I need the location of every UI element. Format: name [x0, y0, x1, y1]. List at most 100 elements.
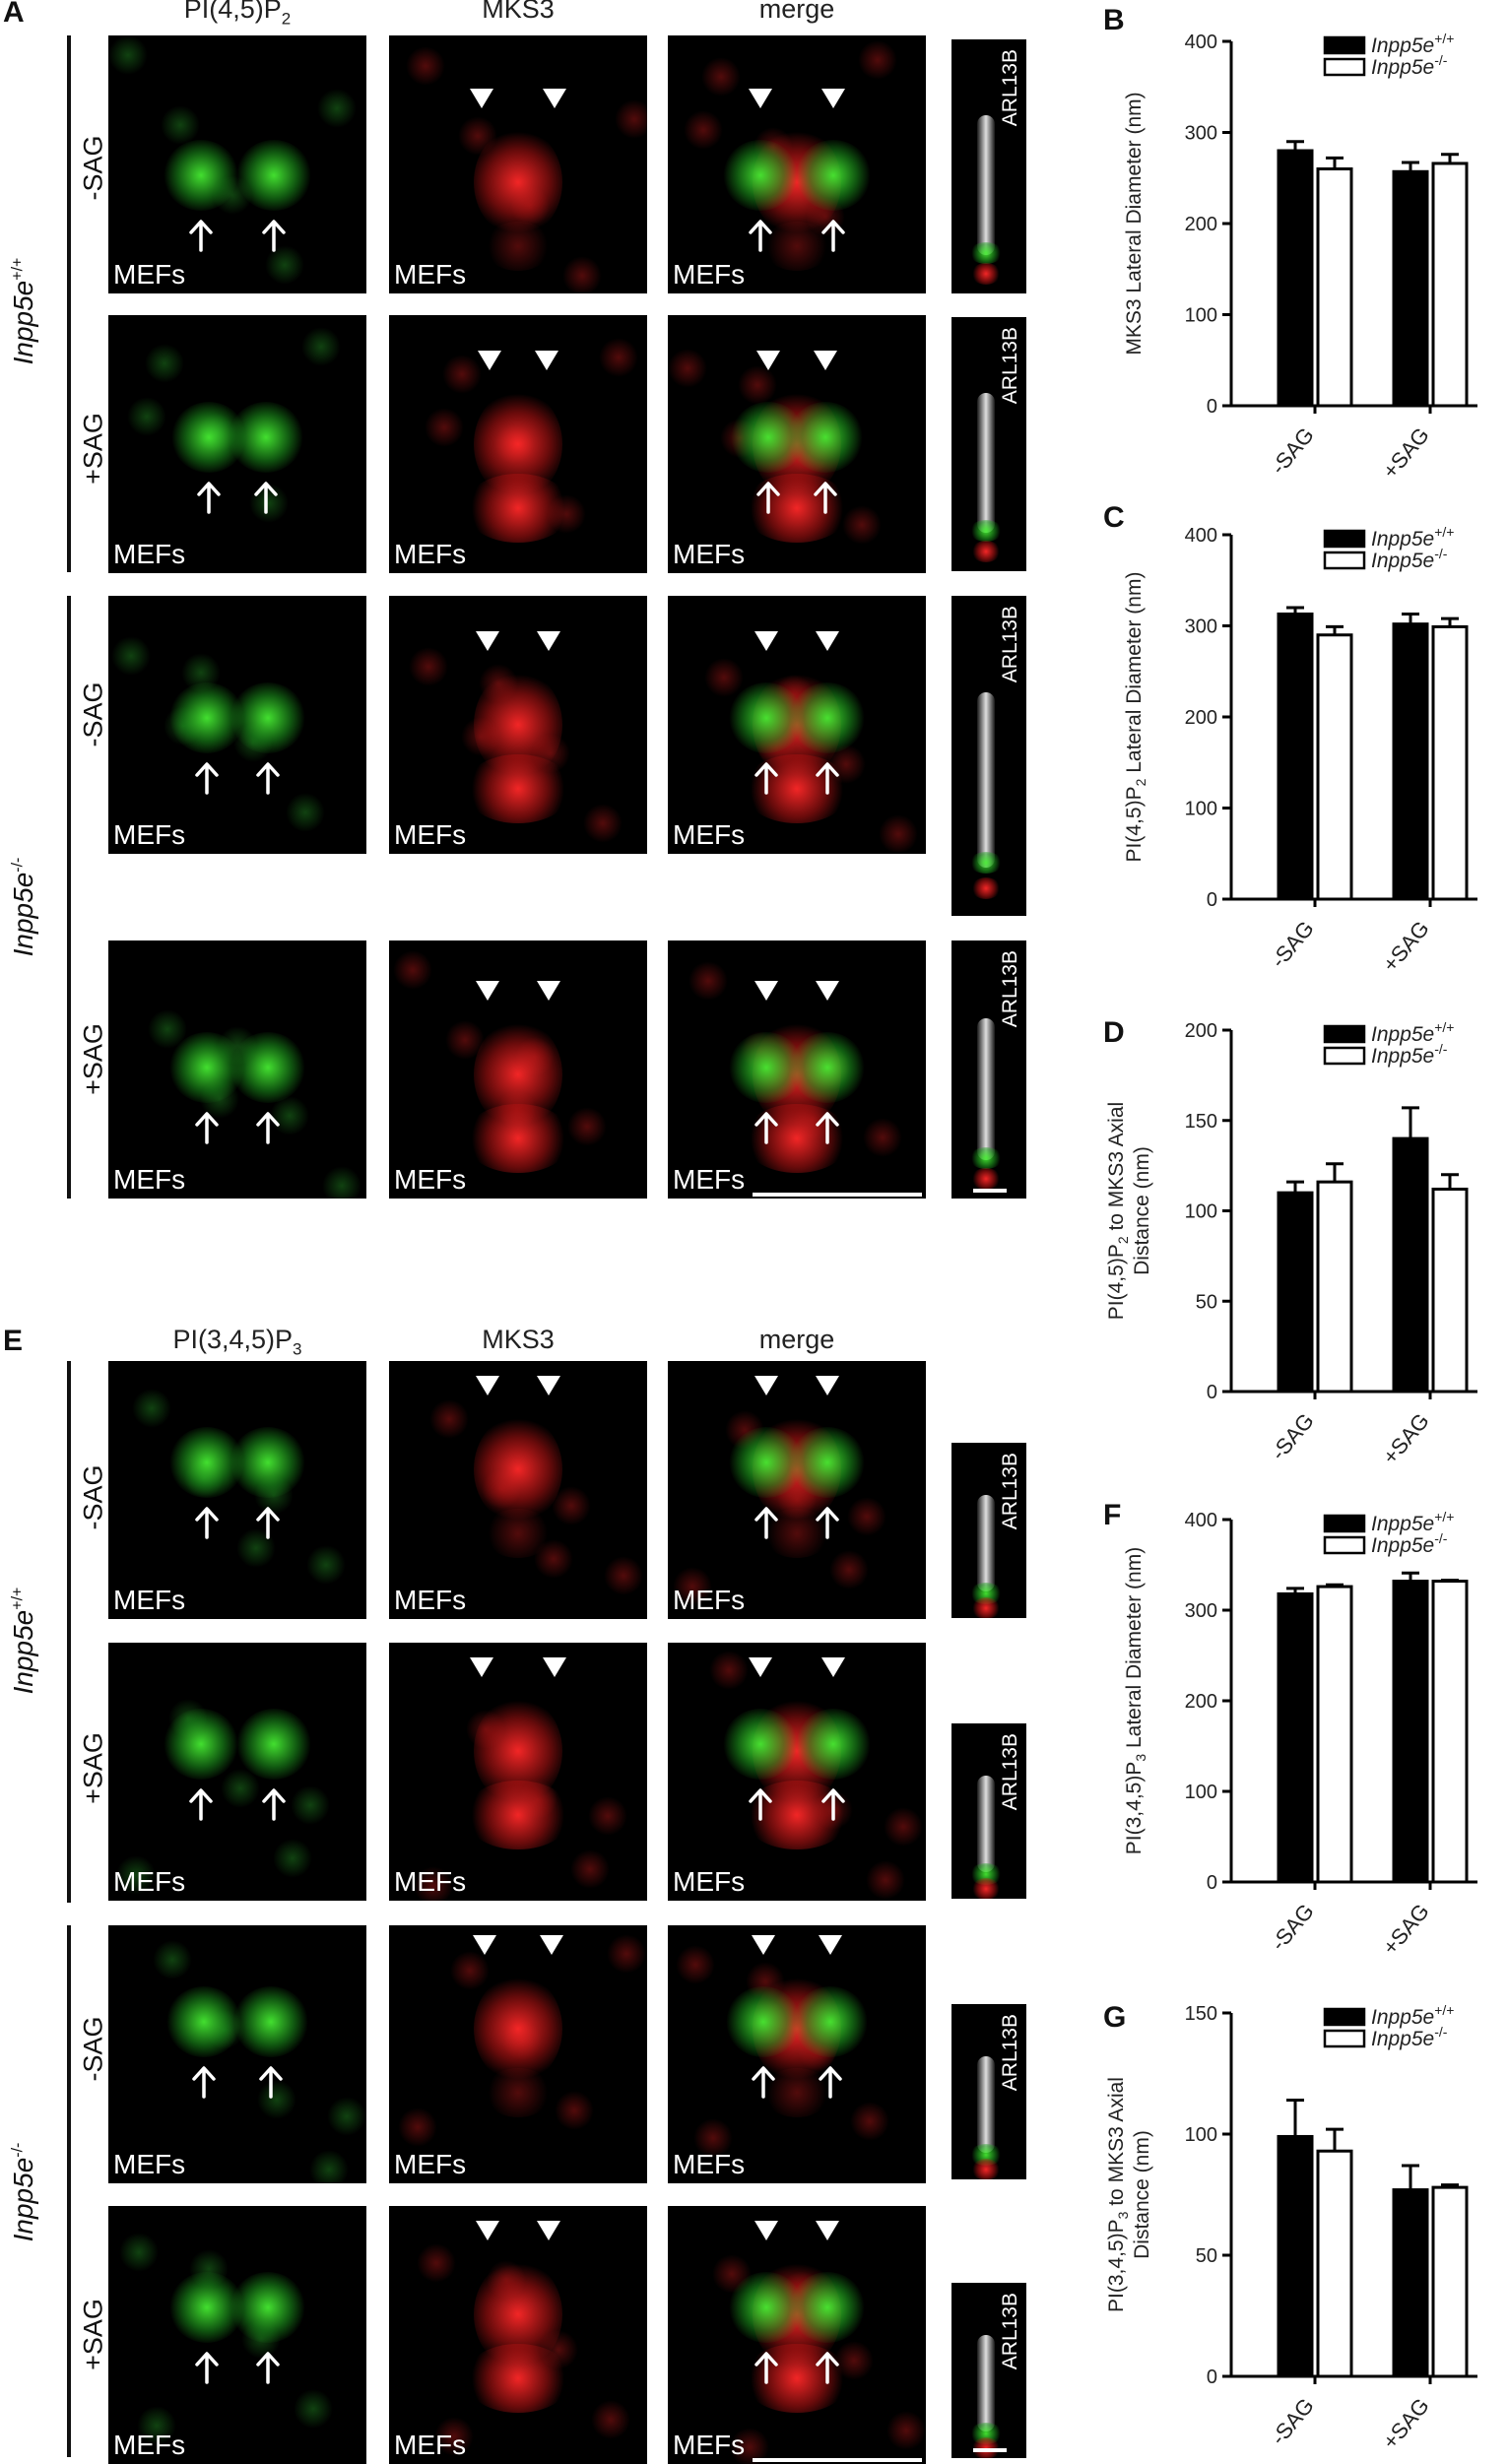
arrowhead-down-icon: [754, 1374, 779, 1402]
cilium-base-green: [969, 242, 1003, 265]
bar: [1392, 169, 1429, 408]
cell-type-label: MEFs: [113, 1164, 186, 1195]
cell-type-label: MEFs: [673, 819, 746, 850]
background-speckle: [119, 2233, 159, 2272]
arrowhead-down-icon: [818, 1933, 843, 1962]
y-axis-label-rest: Lateral Diameter (nm): [1123, 572, 1146, 779]
column-title-mks3: MKS3: [482, 1325, 555, 1354]
arrowhead-down-icon: [755, 349, 781, 377]
arrowhead-down-icon: [475, 979, 500, 1007]
cilium-signal: [977, 1017, 995, 1160]
arrow-up-icon: [194, 1506, 220, 1544]
group-rail-a-ko: [67, 596, 71, 1199]
bar: [1316, 1585, 1353, 1884]
background-speckle: [270, 1096, 309, 1135]
phosphoinositide-signal: [230, 1032, 306, 1103]
arrow-up-icon: [815, 1506, 840, 1544]
background-speckle: [434, 2417, 474, 2456]
background-speckle: [306, 1545, 346, 1585]
y-axis-label-main: PI(4,5)P: [1105, 1244, 1128, 1320]
arrowhead-down-icon: [472, 1933, 497, 1962]
arl13b-strip: ARL13B: [951, 317, 1026, 571]
arrowhead-down-icon: [475, 1374, 500, 1402]
micrograph-cell: MEFs: [389, 596, 647, 854]
background-speckle: [442, 355, 482, 394]
background-speckle: [886, 2411, 926, 2450]
cilium-signal: [977, 2335, 995, 2432]
phosphoinositide-signal: [165, 1985, 241, 2057]
background-speckle: [567, 1107, 607, 1146]
legend-swatch: [1323, 1024, 1366, 1044]
legend-entry-name: Inpp5e: [1371, 34, 1434, 57]
background-speckle: [406, 46, 445, 86]
arl13b-strip: ARL13B: [951, 2004, 1026, 2179]
micrograph-cell: MEFs: [389, 315, 647, 573]
arrowhead-down-icon: [536, 1374, 561, 1402]
y-tick-label: 100: [1185, 1201, 1217, 1223]
cilium-base-red: [971, 541, 1001, 563]
background-speckle: [866, 1860, 905, 1900]
bar: [1277, 1591, 1314, 1884]
x-tick-label: +SAG: [1378, 1408, 1434, 1469]
bar: [1316, 167, 1353, 408]
mks3-base-signal: [464, 1780, 572, 1849]
bar: [1277, 2134, 1314, 2378]
y-axis-label-rest: to MKS3 Axial: [1105, 2077, 1128, 2212]
background-speckle: [137, 2406, 176, 2445]
cilium-signal: [977, 1776, 995, 1873]
micrograph-cell: MEFs: [668, 1643, 926, 1901]
micrograph-cell: MEFs: [108, 940, 366, 1199]
background-speckle: [322, 1166, 361, 1199]
y-tick-label: 200: [1185, 1020, 1217, 1042]
phosphoinositide-signal: [790, 1032, 866, 1103]
arrow-up-icon: [754, 761, 779, 800]
y-axis-label-sub: 3: [1133, 1754, 1148, 1762]
mks3-signal: [474, 1414, 562, 1524]
micrograph-cell: MEFs: [108, 2206, 366, 2464]
bar: [1316, 2149, 1353, 2378]
background-speckle: [425, 408, 464, 447]
micrograph-cell: MEFs: [389, 1361, 647, 1619]
y-axis-label: PI(4,5)P2 to MKS3 Axial: [1105, 1102, 1131, 1320]
cell-type-label: MEFs: [113, 539, 186, 569]
cell-type-label: MEFs: [394, 819, 467, 850]
phosphoinositide-signal: [790, 2271, 866, 2343]
arrow-up-icon: [815, 761, 840, 800]
y-tick-label: 100: [1185, 305, 1217, 327]
background-speckle: [570, 1849, 610, 1889]
x-tick-label: -SAG: [1266, 916, 1319, 972]
background-speckle: [738, 365, 777, 405]
phosphoinositide-signal: [723, 140, 799, 212]
arrow-up-icon: [188, 1787, 214, 1826]
y-tick-label: 0: [1207, 2367, 1217, 2388]
arrow-up-icon: [196, 481, 222, 519]
bar: [1431, 1187, 1469, 1394]
arrow-up-icon: [194, 761, 220, 800]
cell-type-label: MEFs: [113, 1585, 186, 1615]
column-title-mks3: MKS3: [482, 0, 555, 24]
arrow-up-icon: [754, 2351, 779, 2389]
cilium-base-green: [969, 520, 1003, 543]
cilium-base-red: [971, 263, 1001, 286]
background-speckle: [414, 1866, 453, 1901]
arrowhead-down-icon: [820, 1655, 846, 1684]
background-speckle: [615, 99, 647, 139]
micrograph-cell: MEFs: [108, 315, 366, 573]
legend-entry-sup: -/-: [1434, 546, 1448, 561]
micrograph-cell: MEFs: [108, 35, 366, 293]
arrow-up-icon: [253, 481, 279, 519]
background-speckle: [221, 1769, 260, 1808]
bar: [1277, 612, 1314, 901]
legend-swatch: [1323, 1514, 1366, 1533]
legend-swatch: [1323, 1046, 1366, 1066]
background-speckle: [309, 2150, 349, 2183]
legend-entry-name: Inpp5e: [1371, 1023, 1434, 1046]
arl13b-strip: ARL13B: [951, 940, 1026, 1199]
background-speckle: [417, 2243, 456, 2283]
y-tick-label: 200: [1185, 1691, 1217, 1713]
group-rail-e-wt: [67, 1361, 71, 1903]
background-speckle: [676, 1945, 715, 1984]
legend-swatch: [1323, 35, 1366, 55]
panel-letter: G: [1103, 2001, 1126, 2034]
background-speckle: [132, 1389, 171, 1428]
